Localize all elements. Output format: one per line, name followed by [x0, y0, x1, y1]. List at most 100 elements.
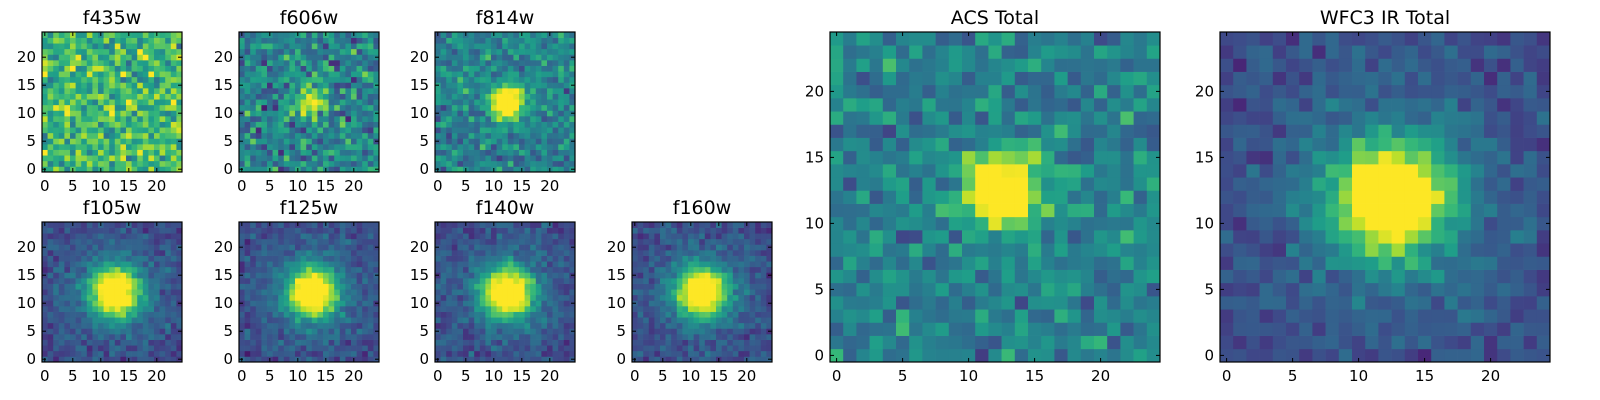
heatmap-cell: [267, 76, 273, 83]
heatmap-cell: [502, 339, 509, 346]
heatmap-cell: [267, 160, 273, 167]
heatmap-cell: [738, 306, 745, 312]
heatmap-cell: [109, 166, 116, 173]
heatmap-cell: [64, 250, 71, 256]
heatmap-cell: [300, 250, 307, 256]
heatmap-cell: [1014, 296, 1029, 310]
heatmap-cell: [451, 127, 458, 134]
heatmap-cell: [255, 244, 262, 251]
heatmap-cell: [328, 88, 335, 94]
heatmap-cell: [53, 132, 60, 139]
heatmap-cell: [42, 227, 48, 234]
heatmap-cell: [535, 37, 542, 44]
heatmap-cell: [250, 345, 257, 352]
heatmap-cell: [491, 149, 497, 156]
heatmap-cell: [159, 272, 166, 279]
heatmap-cell: [114, 356, 121, 363]
heatmap-cell: [648, 222, 655, 228]
heatmap-cell: [468, 356, 475, 363]
heatmap-cell: [114, 82, 121, 89]
heatmap-cell: [339, 322, 346, 329]
heatmap-cell: [671, 328, 678, 335]
heatmap-cell: [176, 155, 183, 162]
heatmap-cell: [552, 65, 559, 72]
heatmap-cell: [373, 155, 380, 162]
heatmap-cell: [558, 138, 565, 145]
heatmap-cell: [530, 144, 537, 150]
heatmap-cell: [98, 104, 104, 111]
heatmap-cell: [120, 155, 127, 162]
heatmap-cell: [58, 294, 65, 301]
x-tick-label: 5: [265, 367, 275, 385]
heatmap-cell: [704, 222, 711, 228]
heatmap-cell: [468, 127, 475, 134]
heatmap-cell: [474, 88, 481, 94]
heatmap-cell: [755, 356, 762, 363]
heatmap-cell: [53, 60, 60, 66]
heatmap-cell: [255, 339, 262, 346]
heatmap-cell: [131, 294, 138, 301]
heatmap-cell: [323, 65, 329, 72]
heatmap-cell: [552, 244, 559, 251]
heatmap-cell: [317, 149, 324, 156]
heatmap-cell: [244, 149, 251, 156]
heatmap-cell: [660, 339, 666, 346]
heatmap-cell: [295, 345, 301, 352]
heatmap-cell: [58, 32, 65, 38]
heatmap-cell: [435, 160, 441, 167]
heatmap-cell: [114, 238, 121, 245]
heatmap-cell: [317, 76, 324, 83]
heatmap-cell: [255, 238, 262, 245]
heatmap-cell: [289, 278, 296, 284]
heatmap-cell: [272, 345, 279, 352]
heatmap-cell: [317, 121, 324, 128]
heatmap-cell: [738, 278, 745, 284]
heatmap-cell: [109, 82, 116, 89]
heatmap-cell: [86, 37, 93, 44]
heatmap-cell: [142, 233, 149, 240]
heatmap-cell: [507, 356, 514, 363]
heatmap-cell: [856, 309, 870, 323]
heatmap-cell: [373, 311, 380, 318]
heatmap-cell: [843, 230, 857, 244]
heatmap-cell: [457, 54, 464, 61]
heatmap-cell: [58, 60, 65, 66]
heatmap-cell: [289, 244, 296, 251]
heatmap-cell: [766, 283, 773, 290]
heatmap-cell: [311, 345, 318, 352]
heatmap-cell: [239, 255, 245, 262]
heatmap-cell: [92, 37, 99, 44]
heatmap-cell: [451, 132, 458, 139]
heatmap-cell: [334, 144, 341, 150]
heatmap-cell: [1080, 243, 1095, 257]
heatmap-cell: [98, 37, 104, 44]
heatmap-cell: [485, 32, 492, 38]
heatmap-cell: [53, 328, 60, 335]
heatmap-cell: [131, 261, 138, 268]
heatmap-cell: [451, 306, 458, 312]
heatmap-cell: [524, 110, 531, 117]
heatmap-cell: [334, 233, 341, 240]
heatmap-cell: [345, 227, 352, 234]
heatmap-cell: [250, 138, 257, 145]
heatmap-cell: [334, 345, 341, 352]
heatmap-cell: [699, 261, 706, 268]
heatmap-cell: [643, 311, 650, 318]
heatmap-cell: [671, 311, 678, 318]
heatmap-cell: [643, 350, 650, 357]
heatmap-cell: [64, 266, 71, 273]
heatmap-cell: [120, 37, 127, 44]
heatmap-cell: [75, 88, 82, 94]
heatmap-cell: [463, 244, 469, 251]
heatmap-cell: [843, 177, 857, 191]
heatmap-cell: [496, 222, 503, 228]
heatmap-cell: [468, 255, 475, 262]
heatmap-cell: [440, 278, 447, 284]
heatmap-cell: [479, 233, 486, 240]
heatmap-cell: [519, 317, 525, 324]
heatmap-cell: [64, 166, 71, 173]
heatmap-cell: [479, 144, 486, 150]
heatmap-cell: [660, 250, 666, 256]
heatmap-cell: [440, 93, 447, 100]
heatmap-cell: [120, 272, 127, 279]
